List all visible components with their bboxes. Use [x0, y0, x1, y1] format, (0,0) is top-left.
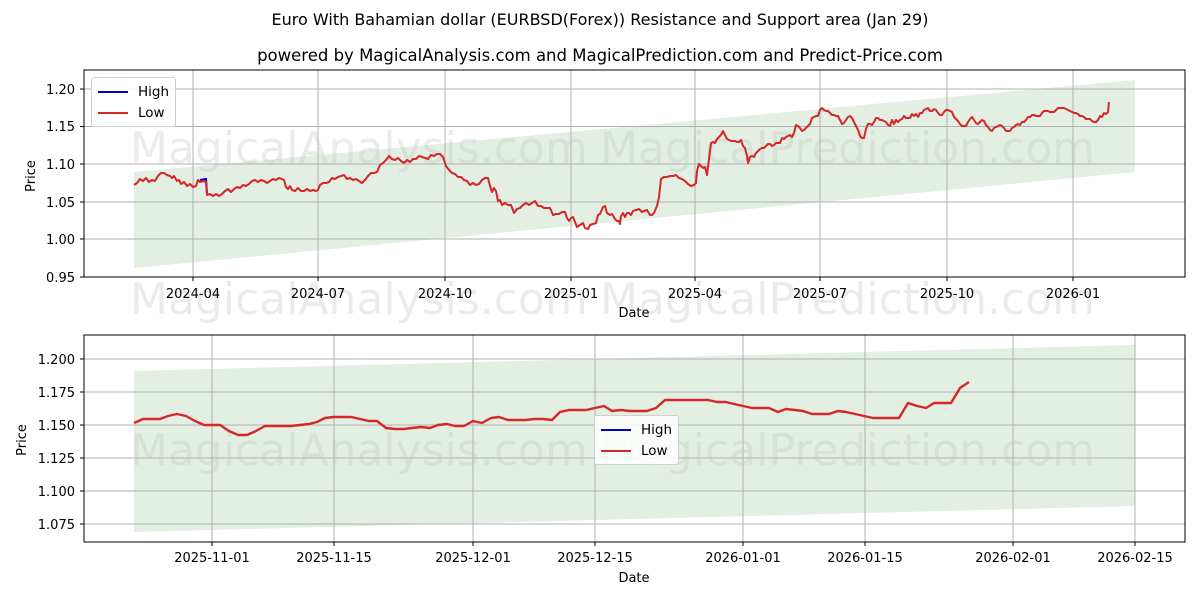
top-chart: MagicalAnalysis.com MagicalPrediction.co…: [24, 69, 1186, 325]
top-x-tick-label: 2024-04: [166, 287, 220, 302]
top-y-axis-label: Price: [24, 160, 39, 192]
bottom-y-tick-label: 1.175: [38, 386, 75, 401]
watermark-bottom-right: MagicalPrediction.com: [600, 425, 1095, 476]
top-y-tick-label: 1.15: [46, 120, 75, 135]
bottom-y-tick-label: 1.150: [38, 419, 75, 434]
top-x-axis-label: Date: [618, 306, 649, 321]
top-y-tick-label: 1.20: [46, 83, 75, 98]
bottom-low-line: [133, 381, 970, 437]
bottom-y-ticks: [80, 358, 84, 525]
bottom-legend: High Low: [594, 415, 680, 465]
legend-swatch-high: [98, 90, 128, 93]
legend-item-low: Low: [601, 440, 672, 461]
legend-item-high: High: [601, 419, 672, 440]
top-y-tick-label: 1.05: [46, 196, 75, 211]
bottom-x-axis-label: Date: [618, 571, 649, 586]
legend-swatch-high: [601, 428, 631, 431]
top-y-tick-label: 0.95: [46, 271, 75, 286]
top-low-line: [133, 101, 1110, 230]
legend-label-low: Low: [641, 442, 668, 459]
legend-swatch-low: [601, 449, 631, 452]
bottom-y-tick-label: 1.125: [38, 452, 75, 467]
chart-subtitle: powered by MagicalAnalysis.com and Magic…: [257, 46, 943, 65]
top-plot-area: [83, 69, 1186, 278]
watermark-bottom-left: MagicalAnalysis.com: [130, 425, 588, 476]
bottom-x-tick-label: 2025-11-15: [296, 551, 372, 566]
top-x-tick-label: 2024-10: [418, 287, 472, 302]
legend-label-low: Low: [138, 104, 165, 121]
watermark-top-left: MagicalAnalysis.com: [130, 123, 588, 174]
legend-item-low: Low: [98, 102, 169, 123]
bottom-x-tick-label: 2026-01-01: [705, 551, 781, 566]
watermark-mid-left: MagicalAnalysis.com: [130, 274, 588, 325]
bottom-plot-area: [83, 334, 1186, 543]
bottom-x-tick-label: 2026-02-15: [1097, 551, 1173, 566]
top-x-tick-label: 2026-01: [1046, 287, 1100, 302]
top-x-tick-label: 2024-07: [291, 287, 345, 302]
bottom-y-tick-label: 1.200: [38, 353, 75, 368]
top-x-tick-label: 2025-07: [793, 287, 847, 302]
top-y-ticks: [80, 88, 84, 278]
bottom-x-tick-label: 2025-12-01: [435, 551, 511, 566]
top-x-tick-label: 2025-10: [920, 287, 974, 302]
top-support-resistance-band: [134, 80, 1135, 268]
bottom-x-tick-label: 2025-11-01: [174, 551, 250, 566]
watermark-top-right: MagicalPrediction.com: [600, 123, 1095, 174]
legend-label-high: High: [641, 421, 673, 438]
top-x-ticks: [192, 277, 1074, 281]
legend-label-high: High: [138, 83, 170, 100]
watermark-mid-right: MagicalPrediction.com: [600, 274, 1095, 325]
top-x-tick-label: 2025-01: [544, 287, 598, 302]
legend-item-high: High: [98, 81, 169, 102]
bottom-y-tick-label: 1.100: [38, 485, 75, 500]
top-x-tick-label: 2025-04: [668, 287, 722, 302]
bottom-y-axis-label: Price: [15, 424, 30, 456]
top-legend: High Low: [91, 77, 177, 127]
legend-swatch-low: [98, 111, 128, 114]
bottom-x-tick-label: 2026-01-15: [827, 551, 903, 566]
bottom-x-tick-label: 2026-02-01: [975, 551, 1051, 566]
bottom-x-tick-label: 2025-12-15: [557, 551, 633, 566]
top-y-tick-label: 1.00: [46, 233, 75, 248]
bottom-y-tick-label: 1.075: [38, 518, 75, 533]
chart-title: Euro With Bahamian dollar (EURBSD(Forex)…: [271, 10, 929, 29]
bottom-x-ticks: [211, 542, 1136, 546]
top-y-tick-label: 1.10: [46, 158, 75, 173]
